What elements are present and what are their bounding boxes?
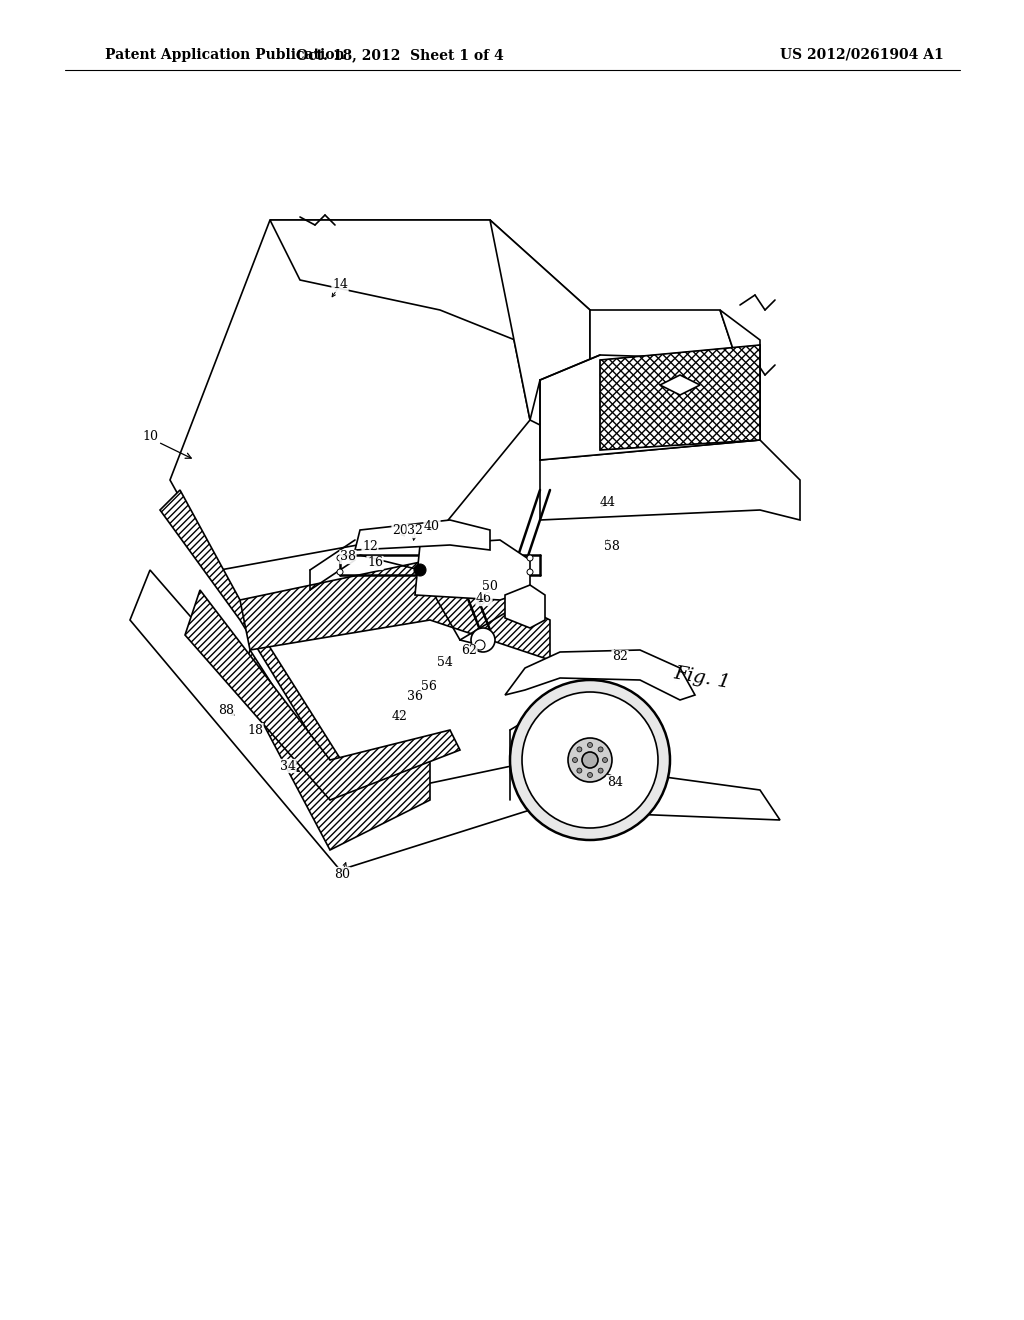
Circle shape — [471, 628, 495, 652]
Polygon shape — [720, 310, 760, 430]
Text: 14: 14 — [332, 279, 348, 292]
Polygon shape — [270, 220, 590, 370]
Text: 54: 54 — [437, 656, 453, 668]
Text: 36: 36 — [407, 690, 423, 704]
Circle shape — [510, 680, 670, 840]
Polygon shape — [130, 570, 780, 870]
Polygon shape — [240, 649, 430, 850]
Circle shape — [577, 747, 582, 752]
Circle shape — [337, 554, 343, 561]
Text: US 2012/0261904 A1: US 2012/0261904 A1 — [780, 48, 944, 62]
Polygon shape — [540, 440, 800, 520]
Text: 34: 34 — [280, 759, 296, 772]
Circle shape — [588, 772, 593, 777]
Polygon shape — [170, 220, 530, 570]
Circle shape — [527, 569, 534, 576]
Circle shape — [527, 554, 534, 561]
Polygon shape — [240, 560, 550, 660]
Polygon shape — [505, 649, 695, 700]
Polygon shape — [600, 345, 760, 450]
Circle shape — [598, 768, 603, 774]
Circle shape — [337, 569, 343, 576]
Text: 58: 58 — [604, 540, 620, 553]
Text: 38: 38 — [340, 550, 356, 564]
Text: 20: 20 — [392, 524, 408, 537]
Text: 16: 16 — [367, 557, 383, 569]
Circle shape — [602, 758, 607, 763]
Text: 88: 88 — [218, 705, 234, 718]
Circle shape — [588, 742, 593, 747]
Polygon shape — [355, 520, 490, 550]
Text: 12: 12 — [362, 540, 378, 553]
Text: 50: 50 — [482, 581, 498, 594]
Polygon shape — [540, 355, 760, 459]
Text: 40: 40 — [424, 520, 440, 533]
Polygon shape — [490, 220, 590, 450]
Circle shape — [414, 564, 426, 576]
Polygon shape — [185, 590, 460, 800]
Circle shape — [572, 758, 578, 763]
Text: 80: 80 — [334, 867, 350, 880]
Text: 46: 46 — [476, 593, 492, 606]
Text: 32: 32 — [408, 524, 423, 537]
Text: Patent Application Publication: Patent Application Publication — [105, 48, 345, 62]
Text: 42: 42 — [392, 710, 408, 722]
Polygon shape — [660, 375, 700, 395]
Circle shape — [568, 738, 612, 781]
Circle shape — [577, 768, 582, 774]
Circle shape — [582, 752, 598, 768]
Text: 18: 18 — [247, 723, 263, 737]
Text: 82: 82 — [612, 651, 628, 664]
Polygon shape — [415, 540, 530, 601]
Circle shape — [522, 692, 658, 828]
Polygon shape — [505, 585, 545, 628]
Text: Oct. 18, 2012  Sheet 1 of 4: Oct. 18, 2012 Sheet 1 of 4 — [296, 48, 504, 62]
Polygon shape — [590, 310, 740, 370]
Circle shape — [598, 747, 603, 752]
Text: 56: 56 — [421, 680, 437, 693]
Text: Fig. 1: Fig. 1 — [672, 664, 731, 692]
Text: 62: 62 — [461, 644, 477, 657]
Text: 84: 84 — [607, 776, 623, 788]
Text: 44: 44 — [600, 495, 616, 508]
Text: 10: 10 — [142, 430, 158, 444]
Polygon shape — [160, 490, 360, 800]
